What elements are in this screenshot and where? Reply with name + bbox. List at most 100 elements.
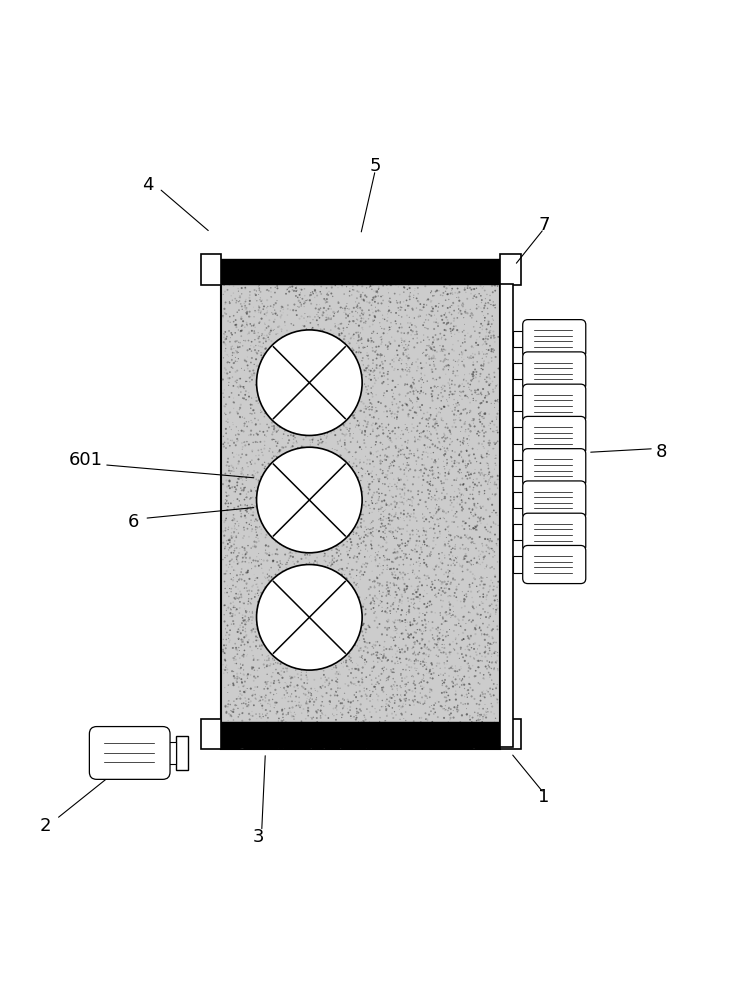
Point	[323, 384, 335, 400]
Point	[378, 558, 389, 574]
Point	[369, 701, 381, 717]
Point	[488, 676, 500, 692]
Point	[225, 602, 237, 618]
Point	[342, 732, 354, 748]
Point	[404, 280, 416, 296]
Point	[238, 649, 250, 665]
Point	[373, 583, 385, 599]
Point	[296, 678, 308, 694]
Point	[400, 686, 411, 702]
Point	[342, 701, 353, 717]
Point	[421, 655, 433, 671]
Point	[330, 584, 342, 600]
Point	[424, 546, 436, 562]
Point	[344, 531, 356, 547]
Point	[397, 426, 409, 442]
Point	[299, 326, 311, 342]
Point	[259, 689, 271, 705]
Point	[362, 543, 374, 559]
Point	[344, 634, 355, 650]
Point	[400, 535, 411, 551]
Point	[423, 348, 435, 364]
Point	[222, 355, 233, 371]
Point	[247, 402, 259, 418]
Point	[366, 540, 378, 556]
Point	[419, 320, 431, 336]
Point	[474, 607, 486, 623]
Point	[234, 540, 246, 556]
Point	[392, 447, 404, 463]
Point	[219, 512, 231, 528]
Point	[227, 545, 239, 561]
Point	[392, 510, 404, 526]
Point	[305, 287, 317, 303]
Point	[294, 648, 305, 664]
Point	[283, 521, 295, 537]
Point	[377, 311, 389, 327]
Point	[438, 475, 450, 491]
Point	[473, 638, 485, 654]
Point	[430, 414, 442, 430]
Point	[489, 713, 500, 729]
Point	[290, 288, 302, 304]
FancyBboxPatch shape	[523, 320, 586, 358]
Point	[250, 500, 261, 516]
Point	[315, 426, 327, 442]
Point	[241, 326, 253, 342]
Point	[275, 358, 286, 374]
Point	[348, 514, 360, 530]
Point	[332, 405, 344, 421]
Point	[268, 521, 280, 537]
Point	[399, 644, 411, 660]
Point	[367, 733, 378, 749]
Point	[329, 344, 341, 360]
Point	[456, 518, 468, 534]
Point	[322, 370, 334, 386]
Point	[402, 435, 414, 451]
Point	[350, 633, 361, 649]
Point	[220, 337, 232, 353]
Point	[358, 274, 369, 290]
Point	[407, 323, 419, 339]
Point	[258, 614, 269, 630]
Point	[371, 569, 383, 585]
Point	[465, 328, 477, 344]
Point	[372, 575, 383, 591]
Point	[439, 383, 450, 399]
Point	[328, 718, 340, 734]
Point	[439, 331, 451, 347]
Point	[470, 519, 482, 535]
Point	[300, 720, 312, 736]
Point	[271, 673, 283, 689]
Point	[326, 556, 338, 572]
Point	[374, 550, 386, 566]
Point	[266, 341, 278, 357]
Point	[260, 529, 272, 545]
Point	[459, 641, 471, 657]
Point	[448, 490, 460, 506]
Point	[479, 406, 491, 422]
Point	[250, 721, 262, 737]
Point	[412, 486, 424, 502]
Point	[320, 531, 332, 547]
Point	[253, 304, 265, 320]
Point	[263, 650, 275, 666]
Point	[422, 713, 434, 729]
Point	[395, 667, 407, 683]
Point	[355, 325, 367, 341]
Point	[243, 436, 255, 452]
Point	[375, 395, 387, 411]
Point	[226, 479, 238, 495]
Point	[492, 402, 504, 418]
Point	[246, 318, 258, 334]
Point	[475, 622, 486, 638]
Point	[426, 582, 438, 598]
Point	[370, 610, 382, 626]
Point	[419, 534, 431, 550]
Point	[241, 648, 252, 664]
Point	[478, 720, 490, 736]
Point	[259, 579, 271, 595]
Point	[415, 721, 427, 737]
Point	[315, 477, 327, 493]
Point	[299, 306, 311, 322]
